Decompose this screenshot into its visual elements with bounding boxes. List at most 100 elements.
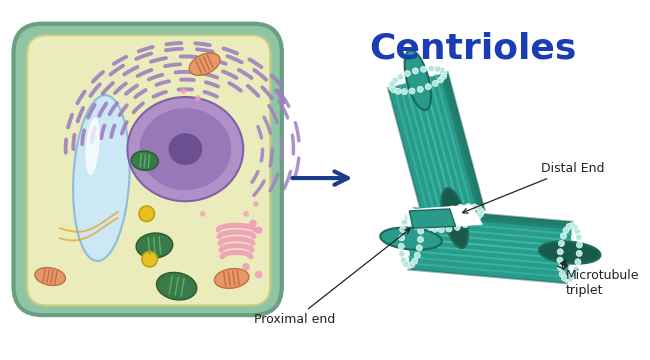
Circle shape [412, 68, 419, 74]
Circle shape [465, 203, 471, 210]
Circle shape [414, 252, 421, 258]
Circle shape [411, 258, 418, 264]
Circle shape [249, 220, 257, 227]
Circle shape [429, 215, 436, 221]
Circle shape [558, 240, 564, 247]
Circle shape [255, 271, 263, 278]
Text: Microtubule
triplet: Microtubule triplet [566, 269, 639, 297]
Circle shape [570, 272, 577, 278]
Ellipse shape [127, 97, 243, 201]
Text: Proximal end: Proximal end [254, 229, 410, 326]
Circle shape [417, 220, 423, 226]
Ellipse shape [136, 233, 173, 258]
FancyBboxPatch shape [14, 24, 282, 315]
Circle shape [557, 257, 563, 263]
Circle shape [426, 219, 432, 225]
Circle shape [395, 88, 401, 94]
Circle shape [428, 225, 434, 231]
Polygon shape [408, 208, 573, 283]
Circle shape [458, 204, 463, 210]
Circle shape [563, 227, 569, 233]
Circle shape [572, 224, 578, 230]
Ellipse shape [157, 273, 197, 300]
Circle shape [406, 263, 411, 269]
Circle shape [409, 262, 415, 268]
Circle shape [409, 88, 415, 94]
Circle shape [402, 219, 408, 225]
Circle shape [577, 242, 582, 248]
Circle shape [462, 222, 468, 228]
Circle shape [566, 224, 572, 230]
Circle shape [564, 276, 571, 283]
Ellipse shape [73, 95, 129, 261]
Circle shape [471, 204, 478, 210]
Circle shape [200, 211, 205, 217]
Circle shape [415, 214, 422, 220]
Circle shape [446, 226, 452, 232]
Circle shape [139, 206, 155, 221]
Circle shape [398, 235, 404, 241]
Circle shape [392, 77, 398, 84]
Circle shape [195, 95, 201, 101]
Circle shape [398, 243, 404, 249]
Circle shape [255, 226, 263, 234]
Circle shape [425, 84, 432, 90]
Circle shape [432, 80, 438, 86]
Circle shape [418, 228, 424, 234]
Circle shape [439, 67, 445, 74]
Circle shape [391, 86, 396, 93]
Polygon shape [406, 206, 481, 228]
Circle shape [253, 201, 259, 207]
Ellipse shape [168, 133, 202, 165]
Text: Centrioles: Centrioles [369, 31, 577, 66]
Circle shape [408, 210, 413, 216]
Ellipse shape [214, 269, 249, 288]
Circle shape [243, 211, 249, 217]
Circle shape [426, 222, 432, 228]
Circle shape [477, 211, 484, 217]
Circle shape [437, 77, 443, 83]
Circle shape [476, 206, 482, 212]
Circle shape [474, 215, 480, 221]
Circle shape [441, 208, 447, 215]
Circle shape [417, 237, 424, 243]
Circle shape [576, 234, 582, 240]
Circle shape [469, 218, 475, 225]
Ellipse shape [35, 267, 66, 285]
Ellipse shape [380, 228, 442, 250]
Polygon shape [410, 209, 456, 228]
Circle shape [575, 258, 581, 265]
Circle shape [242, 263, 250, 271]
Circle shape [478, 208, 484, 214]
Circle shape [142, 251, 157, 267]
Ellipse shape [131, 151, 158, 170]
Circle shape [400, 257, 407, 263]
Circle shape [432, 226, 438, 232]
FancyArrowPatch shape [292, 171, 348, 185]
Circle shape [434, 212, 441, 218]
Ellipse shape [539, 242, 601, 264]
Circle shape [576, 250, 582, 256]
Circle shape [441, 70, 447, 76]
Ellipse shape [441, 188, 468, 248]
Polygon shape [440, 72, 485, 212]
Circle shape [417, 86, 423, 93]
Circle shape [404, 71, 410, 77]
Circle shape [410, 208, 417, 215]
Circle shape [413, 210, 419, 216]
Circle shape [401, 89, 408, 95]
Circle shape [560, 233, 567, 239]
Circle shape [421, 66, 426, 72]
Circle shape [389, 81, 395, 87]
Circle shape [389, 84, 395, 90]
Circle shape [400, 226, 406, 233]
Circle shape [454, 224, 460, 230]
Circle shape [574, 228, 580, 234]
Circle shape [428, 66, 434, 72]
Circle shape [399, 251, 405, 257]
Circle shape [557, 249, 564, 255]
Circle shape [438, 226, 445, 233]
Circle shape [416, 245, 422, 251]
Circle shape [441, 73, 447, 79]
Circle shape [181, 88, 187, 94]
